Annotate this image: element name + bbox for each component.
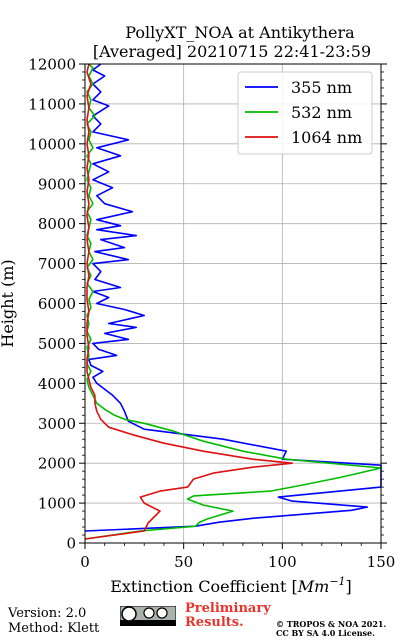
chart-subtitle: [Averaged] 20210715 22:41-23:59: [93, 42, 371, 61]
series-line-2: [84, 63, 293, 540]
legend-label: 1064 nm: [291, 128, 362, 147]
legend-label: 532 nm: [291, 103, 352, 122]
copyright-line-1: © TROPOS & NOA 2021.: [276, 619, 387, 629]
y-tick-label: 4000: [38, 375, 76, 393]
method-text: Method: Klett: [8, 621, 100, 636]
copyright-notice: © TROPOS & NOA 2021. CC BY SA 4.0 Licens…: [276, 620, 386, 638]
x-tick-label: 100: [268, 553, 297, 571]
x-tick-label: 0: [80, 553, 90, 571]
y-axis-label: Height (m): [0, 259, 17, 347]
legend: 355 nm 532 nm 1064 nm: [237, 71, 373, 155]
y-tick-label: 9000: [38, 175, 76, 193]
legend-label: 355 nm: [291, 78, 352, 97]
legend-box: [237, 71, 373, 155]
x-tick-label: 50: [174, 553, 193, 571]
y-tick-label: 6000: [38, 295, 76, 313]
axis-ticks: 0100020003000400050006000700080009000100…: [28, 56, 395, 572]
x-axis-label-text: Extinction Coefficient [: [110, 577, 298, 596]
footer-version-block: Version: 2.0 Method: Klett: [8, 606, 99, 636]
y-tick-label: 10000: [28, 135, 76, 153]
x-tick-label: 150: [367, 553, 396, 571]
x-axis-label-unit: Mm: [297, 577, 330, 596]
y-tick-label: 11000: [28, 95, 76, 113]
y-tick-label: 7000: [38, 255, 76, 273]
preliminary-line-1: Preliminary: [185, 601, 271, 616]
version-text: Version: 2.0: [8, 606, 87, 621]
series-line-0: [84, 63, 382, 532]
x-axis-label: Extinction Coefficient [Mm−1]: [110, 575, 352, 596]
y-tick-label: 5000: [38, 335, 76, 353]
chart: PollyXT_NOA at Antikythera [Averaged] 20…: [0, 23, 395, 596]
y-tick-label: 0: [66, 535, 76, 553]
y-tick-label: 8000: [38, 215, 76, 233]
y-tick-label: 3000: [38, 415, 76, 433]
copyright-line-2: CC BY SA 4.0 License.: [276, 628, 375, 638]
x-axis-label-exp: −1: [329, 575, 345, 588]
y-tick-label: 12000: [28, 56, 76, 74]
y-tick-label: 2000: [38, 455, 76, 473]
series-lines: [84, 63, 382, 540]
cc-by-sa-badge-icon: [120, 606, 176, 626]
y-tick-label: 1000: [38, 495, 76, 513]
x-axis-label-end: ]: [346, 577, 352, 596]
chart-title: PollyXT_NOA at Antikythera: [125, 23, 355, 42]
series-line-1: [84, 63, 382, 540]
preliminary-results-label: Preliminary Results.: [185, 602, 271, 630]
preliminary-line-2: Results.: [185, 615, 244, 630]
